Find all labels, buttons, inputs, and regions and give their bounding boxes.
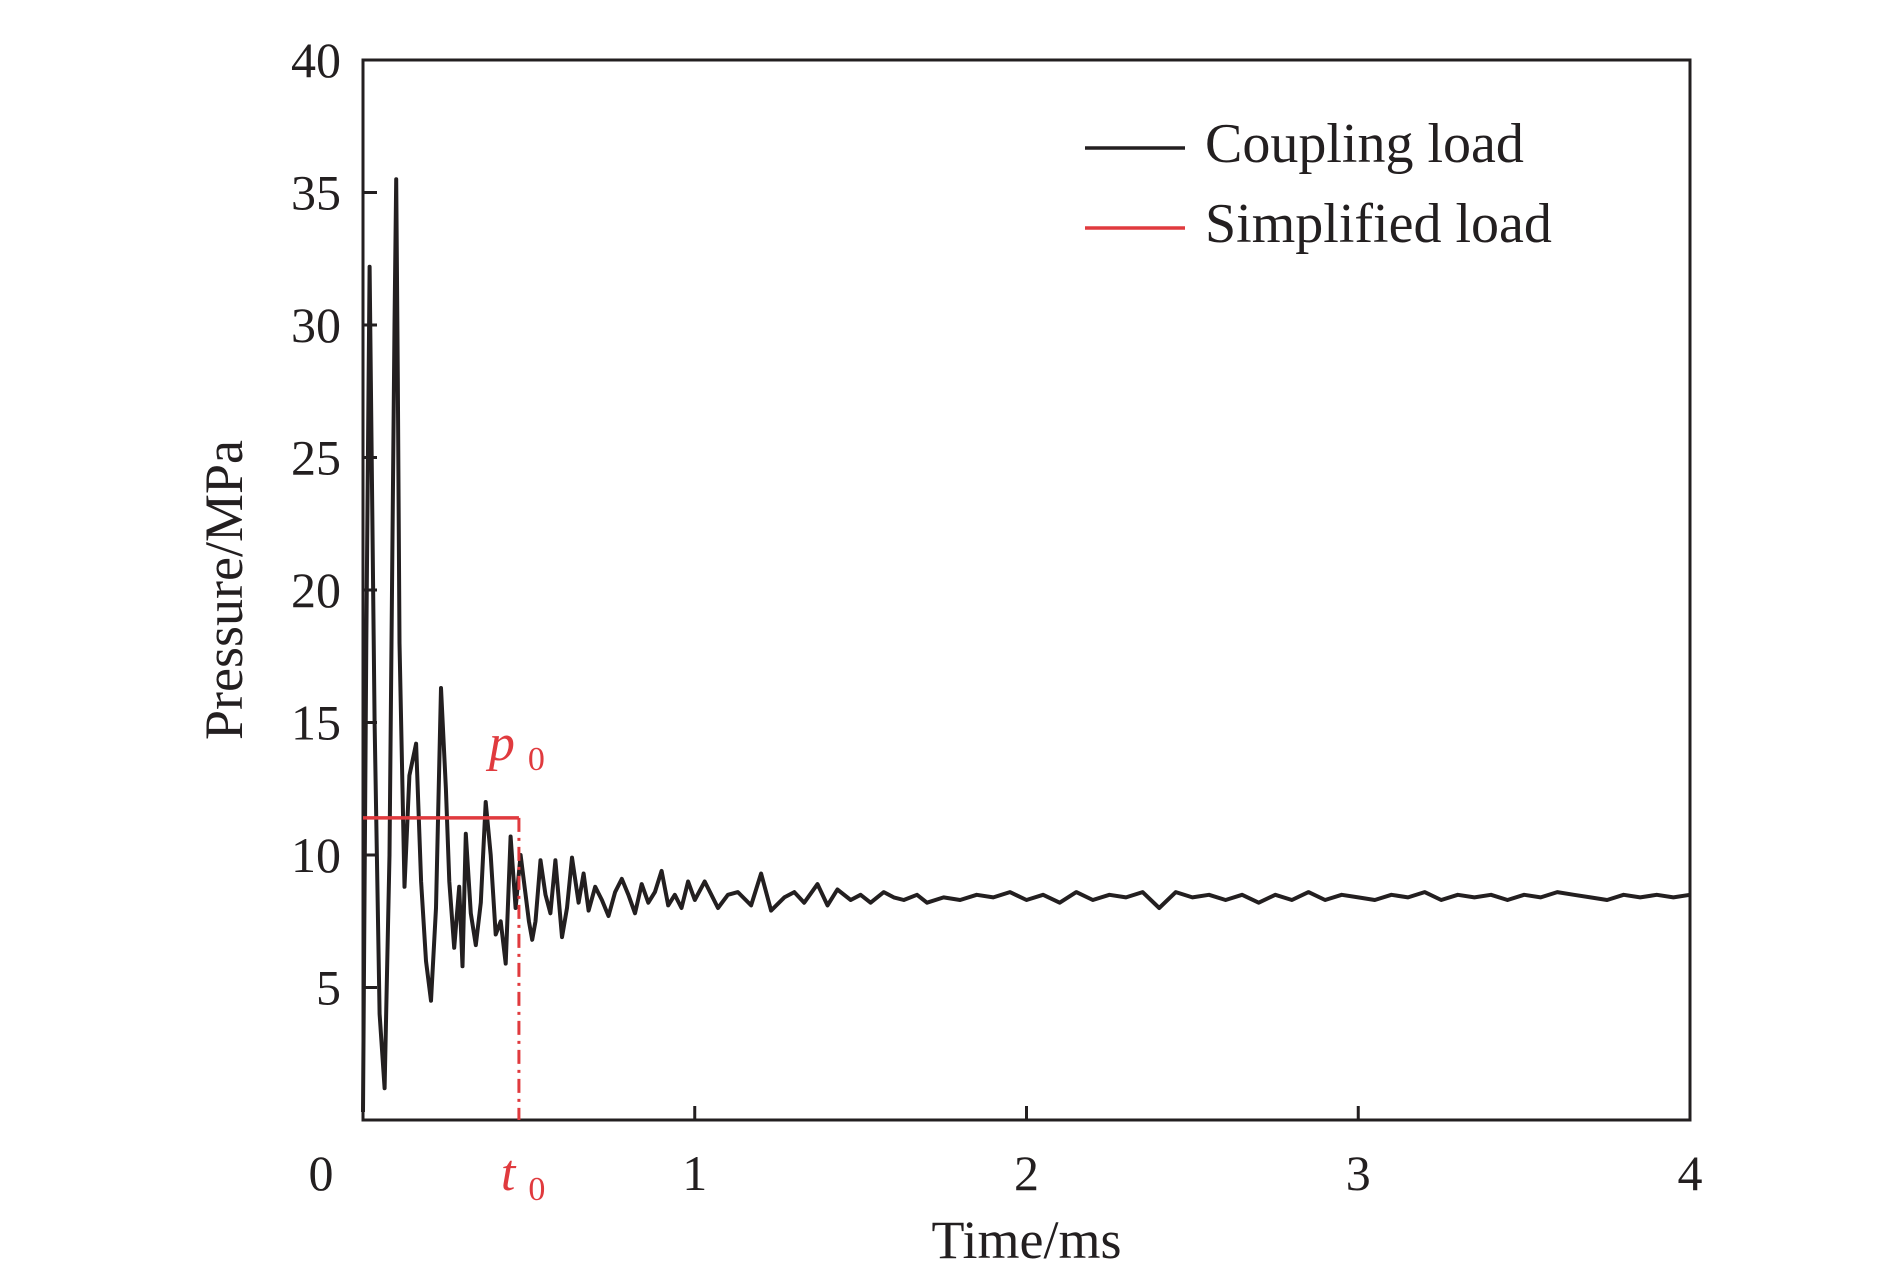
- t0-annotation: t 0: [501, 1145, 545, 1208]
- y-tick-label: 25: [291, 430, 341, 486]
- t0-annotation-main: t: [501, 1145, 517, 1202]
- plot-area: [361, 58, 1692, 1122]
- p0-annotation: p 0: [485, 715, 545, 778]
- x-tick-label: 1: [682, 1145, 707, 1201]
- x-axis-label: Time/ms: [931, 1210, 1121, 1270]
- y-tick-label: 10: [291, 827, 341, 883]
- series-coupling-load-line: [361, 177, 1691, 1113]
- x-tick-label: 2: [1014, 1145, 1039, 1201]
- x-tick-label: 4: [1678, 1145, 1703, 1201]
- legend: Coupling load Simplified load: [1085, 113, 1552, 255]
- y-axis-label: Pressure/MPa: [194, 440, 254, 740]
- origin-tick-label: 0: [309, 1145, 334, 1201]
- p0-annotation-subscript: 0: [528, 741, 545, 778]
- y-tick-label: 40: [291, 32, 341, 88]
- p0-annotation-main: p: [485, 715, 515, 772]
- y-tick-label: 5: [316, 960, 341, 1016]
- y-tick-label: 20: [291, 562, 341, 618]
- legend-label-simplified-load: Simplified load: [1205, 193, 1552, 255]
- y-tick-label: 35: [291, 165, 341, 221]
- y-tick-label: 15: [291, 695, 341, 751]
- annotations: p 0 t 0: [485, 715, 545, 1208]
- y-tick-label: 30: [291, 297, 341, 353]
- series-layer: [361, 177, 1691, 1120]
- t0-annotation-subscript: 0: [528, 1171, 545, 1208]
- x-tick-label: 3: [1346, 1145, 1371, 1201]
- legend-label-coupling-load: Coupling load: [1205, 113, 1524, 175]
